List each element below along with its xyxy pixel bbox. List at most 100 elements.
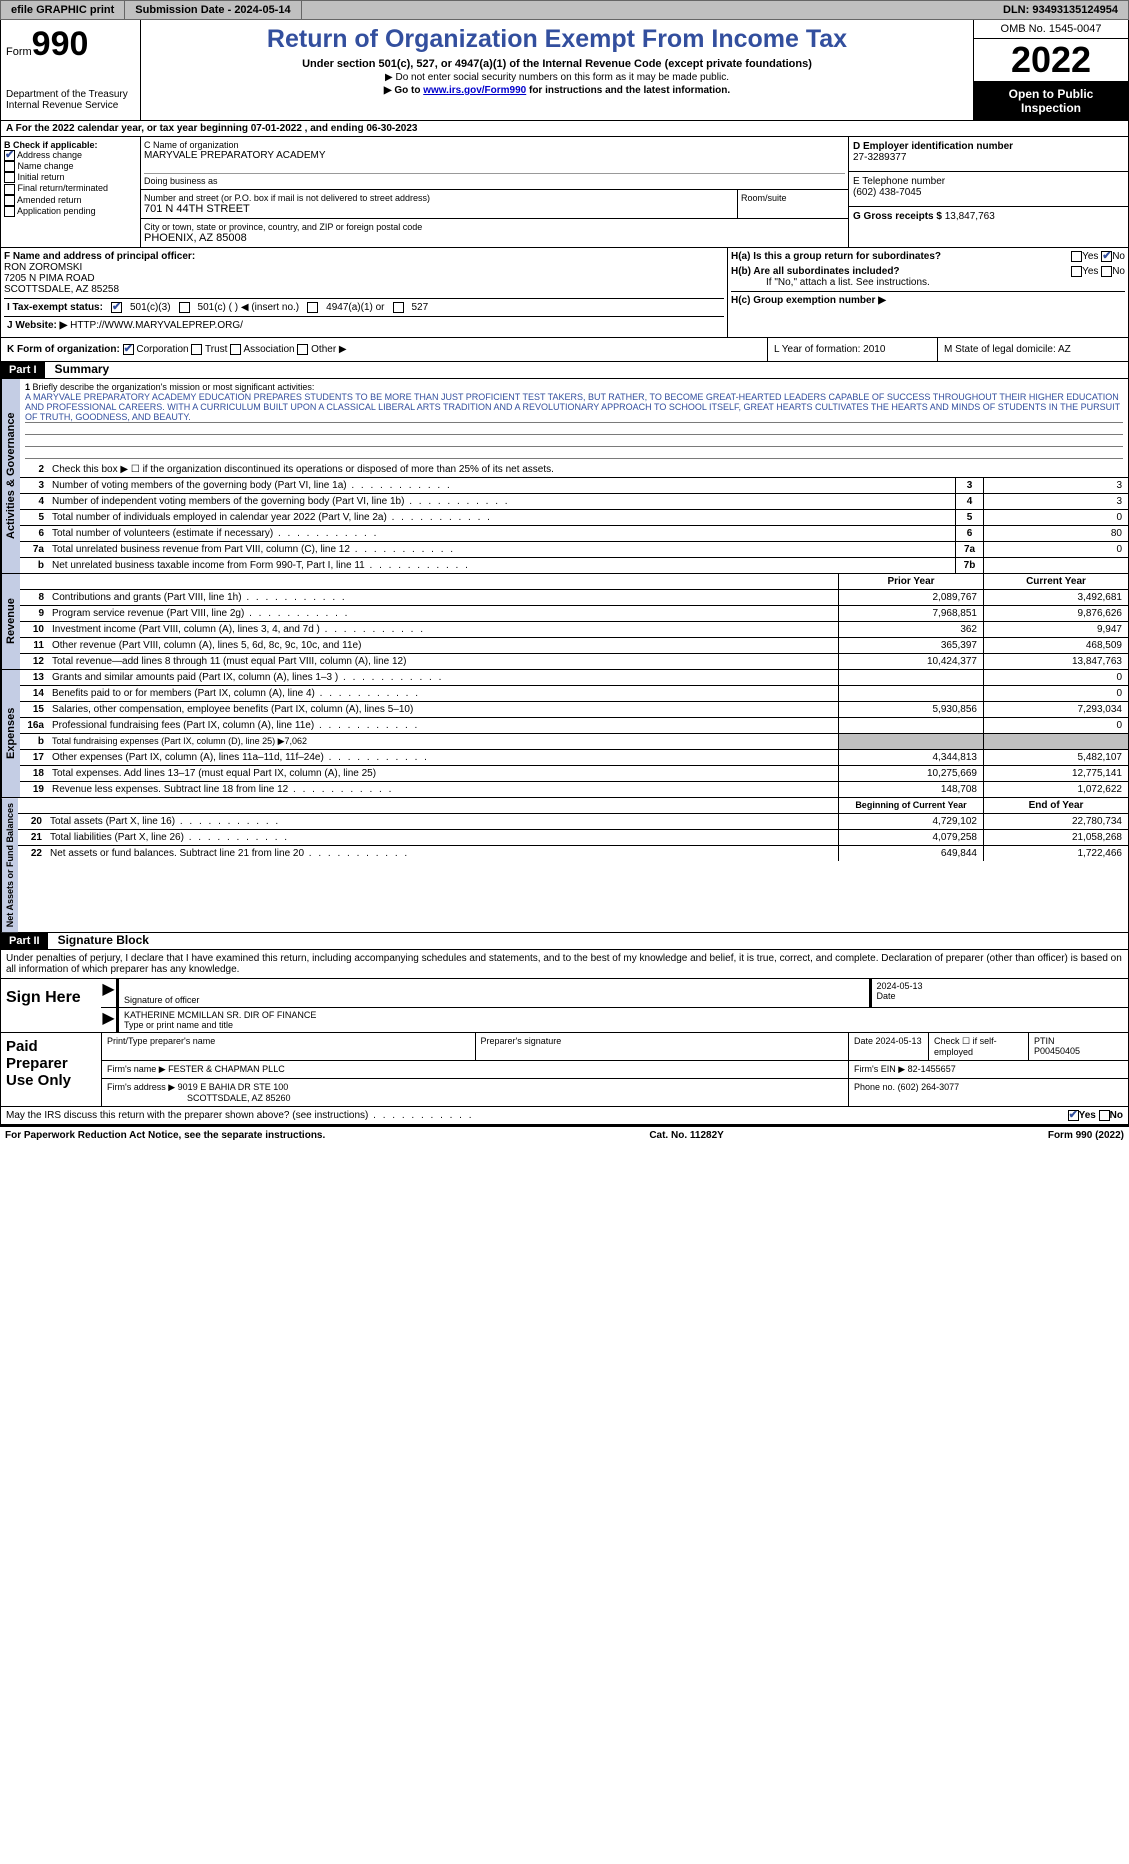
l11-label: Other revenue (Part VIII, column (A), li… bbox=[48, 638, 838, 653]
ein-label: D Employer identification number bbox=[853, 141, 1124, 152]
sig-officer-label: Signature of officer bbox=[124, 995, 864, 1005]
l18-label: Total expenses. Add lines 13–17 (must eq… bbox=[48, 766, 838, 781]
note-goto-pre: ▶ Go to bbox=[384, 85, 423, 96]
i-label: I Tax-exempt status: bbox=[7, 302, 103, 313]
firm-ein-lbl: Firm's EIN ▶ bbox=[854, 1064, 905, 1074]
irs-label: Internal Revenue Service bbox=[6, 100, 135, 111]
ha-no[interactable] bbox=[1101, 251, 1112, 262]
l21-label: Total liabilities (Part X, line 26) bbox=[46, 830, 838, 845]
l10-label: Investment income (Part VIII, column (A)… bbox=[48, 622, 838, 637]
hdr-prior: Prior Year bbox=[838, 574, 983, 589]
tel-value: (602) 438-7045 bbox=[853, 187, 1124, 198]
may-no[interactable] bbox=[1099, 1110, 1110, 1121]
prep-date-hdr: Date bbox=[854, 1036, 873, 1046]
l18-prior: 10,275,669 bbox=[838, 766, 983, 781]
may-discuss: May the IRS discuss this return with the… bbox=[6, 1110, 474, 1121]
l4-label: Number of independent voting members of … bbox=[48, 494, 955, 509]
c-name-label: C Name of organization bbox=[144, 140, 845, 150]
firm-name-lbl: Firm's name ▶ bbox=[107, 1064, 166, 1074]
ptin-val: P00450405 bbox=[1034, 1046, 1123, 1056]
signature-section: Under penalties of perjury, I declare th… bbox=[0, 950, 1129, 1125]
col-b: B Check if applicable: Address change Na… bbox=[1, 137, 141, 247]
l16b-prior bbox=[838, 734, 983, 749]
l2-label: Check this box ▶ ☐ if the organization d… bbox=[48, 462, 1128, 477]
city-label: City or town, state or province, country… bbox=[144, 222, 845, 232]
sig-date-val: 2024-05-13 bbox=[877, 981, 1124, 991]
chk-app-pending[interactable] bbox=[4, 206, 15, 217]
chk-initial-return[interactable] bbox=[4, 172, 15, 183]
l20-curr: 22,780,734 bbox=[983, 814, 1128, 829]
section-expenses: Expenses 13Grants and similar amounts pa… bbox=[0, 670, 1129, 798]
l16b-label: Total fundraising expenses (Part IX, col… bbox=[48, 734, 838, 749]
chk-name-change[interactable] bbox=[4, 161, 15, 172]
open-public-badge: Open to Public Inspection bbox=[974, 82, 1128, 120]
chk-amended[interactable] bbox=[4, 195, 15, 206]
l7b-label: Net unrelated business taxable income fr… bbox=[48, 558, 955, 573]
l9-prior: 7,968,851 bbox=[838, 606, 983, 621]
l17-curr: 5,482,107 bbox=[983, 750, 1128, 765]
l16b-curr bbox=[983, 734, 1128, 749]
prep-date-val: 2024-05-13 bbox=[876, 1036, 922, 1046]
l11-curr: 468,509 bbox=[983, 638, 1128, 653]
submission-date: Submission Date - 2024-05-14 bbox=[125, 1, 301, 19]
hb-no[interactable] bbox=[1101, 266, 1112, 277]
chk-501c[interactable] bbox=[179, 302, 190, 313]
irs-link[interactable]: www.irs.gov/Form990 bbox=[423, 85, 526, 96]
hb-label: H(b) Are all subordinates included? bbox=[731, 266, 900, 277]
footer-center: Cat. No. 11282Y bbox=[325, 1130, 1048, 1141]
l12-curr: 13,847,763 bbox=[983, 654, 1128, 669]
chk-501c3[interactable] bbox=[111, 302, 122, 313]
efile-print-button[interactable]: efile GRAPHIC print bbox=[1, 1, 125, 19]
l5-val: 0 bbox=[983, 510, 1128, 525]
chk-4947[interactable] bbox=[307, 302, 318, 313]
tel-label: E Telephone number bbox=[853, 176, 1124, 187]
ha-yes[interactable] bbox=[1071, 251, 1082, 262]
chk-corp[interactable] bbox=[123, 344, 134, 355]
chk-527[interactable] bbox=[393, 302, 404, 313]
side-expenses: Expenses bbox=[1, 670, 20, 797]
hdr-current: Current Year bbox=[983, 574, 1128, 589]
section-netassets: Net Assets or Fund Balances Beginning of… bbox=[0, 798, 1129, 933]
officer-addr2: SCOTTSDALE, AZ 85258 bbox=[4, 284, 724, 295]
col-c: C Name of organization MARYVALE PREPARAT… bbox=[141, 137, 848, 247]
chk-assoc[interactable] bbox=[230, 344, 241, 355]
l1-label: Briefly describe the organization's miss… bbox=[33, 382, 315, 392]
prep-name-hdr: Print/Type preparer's name bbox=[101, 1033, 475, 1060]
may-yes[interactable] bbox=[1068, 1110, 1079, 1121]
type-name-label: Type or print name and title bbox=[124, 1020, 1123, 1030]
hdr-end: End of Year bbox=[983, 798, 1128, 813]
sig-intro: Under penalties of perjury, I declare th… bbox=[1, 950, 1128, 978]
l16a-label: Professional fundraising fees (Part IX, … bbox=[48, 718, 838, 733]
chk-other[interactable] bbox=[297, 344, 308, 355]
room-label: Room/suite bbox=[738, 190, 848, 218]
l7b-val bbox=[983, 558, 1128, 573]
officer-addr1: 7205 N PIMA ROAD bbox=[4, 273, 724, 284]
section-governance: Activities & Governance 1 Briefly descri… bbox=[0, 379, 1129, 574]
l12-prior: 10,424,377 bbox=[838, 654, 983, 669]
form-label: Form bbox=[6, 46, 32, 58]
firm-addr2: SCOTTSDALE, AZ 85260 bbox=[107, 1093, 843, 1103]
side-governance: Activities & Governance bbox=[1, 379, 20, 573]
sign-here-label: Sign Here bbox=[1, 979, 101, 1032]
l22-curr: 1,722,466 bbox=[983, 846, 1128, 861]
l8-curr: 3,492,681 bbox=[983, 590, 1128, 605]
l10-prior: 362 bbox=[838, 622, 983, 637]
officer-name: RON ZOROMSKI bbox=[4, 262, 724, 273]
ein-value: 27-3289377 bbox=[853, 152, 1124, 163]
l7a-val: 0 bbox=[983, 542, 1128, 557]
f-label: F Name and address of principal officer: bbox=[4, 251, 724, 262]
chk-trust[interactable] bbox=[191, 344, 202, 355]
arrow-icon: ▶ bbox=[101, 1008, 116, 1032]
chk-final-return[interactable] bbox=[4, 184, 15, 195]
l13-prior bbox=[838, 670, 983, 685]
l22-prior: 649,844 bbox=[838, 846, 983, 861]
hdr-beginning: Beginning of Current Year bbox=[838, 798, 983, 813]
l17-label: Other expenses (Part IX, column (A), lin… bbox=[48, 750, 838, 765]
row-a-label: A bbox=[6, 123, 16, 134]
l14-curr: 0 bbox=[983, 686, 1128, 701]
l14-prior bbox=[838, 686, 983, 701]
l19-curr: 1,072,622 bbox=[983, 782, 1128, 797]
chk-address-change[interactable] bbox=[4, 150, 15, 161]
l8-prior: 2,089,767 bbox=[838, 590, 983, 605]
hb-yes[interactable] bbox=[1071, 266, 1082, 277]
